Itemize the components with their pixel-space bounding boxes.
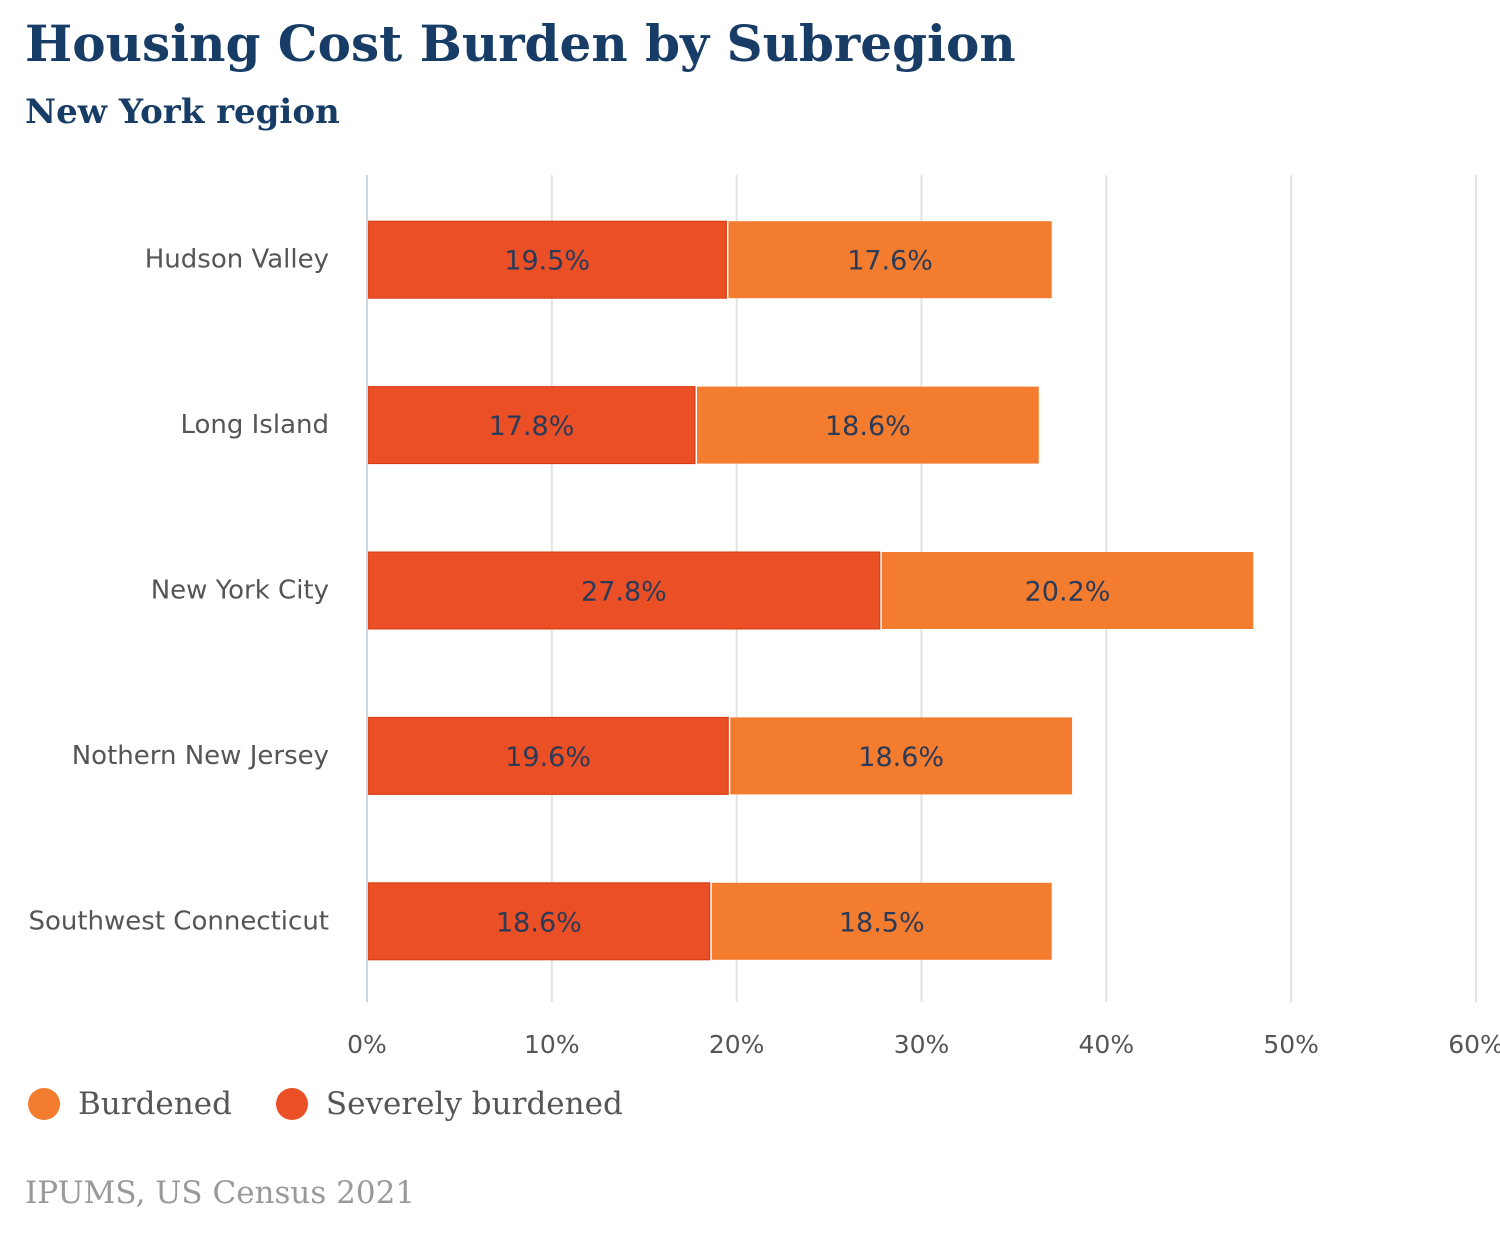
bar-burdened-nothern-new-jersey[interactable]: [730, 717, 1073, 795]
data-label-burdened-long-island: 18.6%: [825, 411, 911, 442]
bar-severely-burdened-long-island[interactable]: [367, 386, 696, 465]
chart-subtitle: New York region: [25, 92, 340, 132]
y-tick-label-long-island: Long Island: [180, 410, 329, 440]
bar-severely-burdened-hudson-valley[interactable]: [367, 220, 727, 299]
x-tick-label: 30%: [894, 1030, 950, 1059]
x-tick-label: 60%: [1448, 1030, 1500, 1059]
chart-title: Housing Cost Burden by Subregion: [25, 14, 1016, 73]
legend-item-burdened[interactable]: Burdened: [28, 1086, 232, 1122]
x-tick-label: 40%: [1079, 1030, 1135, 1059]
bar-burdened-long-island[interactable]: [697, 386, 1039, 464]
legend-item-severely-burdened[interactable]: Severely burdened: [275, 1086, 623, 1122]
legend-dot-burdened: [28, 1088, 60, 1120]
x-tick-label: 0%: [347, 1030, 387, 1059]
bar-burdened-southwest-connecticut[interactable]: [711, 882, 1052, 960]
data-label-severely-burdened-hudson-valley: 19.5%: [504, 246, 590, 277]
bar-severely-burdened-nothern-new-jersey[interactable]: [367, 716, 729, 795]
data-label-severely-burdened-new-york-city: 27.8%: [581, 577, 667, 608]
legend-label-burdened: Burdened: [78, 1086, 232, 1122]
data-label-burdened-southwest-connecticut: 18.5%: [839, 907, 925, 938]
y-tick-label-nothern-new-jersey: Nothern New Jersey: [72, 741, 329, 771]
y-tick-label-new-york-city: New York City: [151, 576, 329, 606]
bar-burdened-new-york-city[interactable]: [881, 552, 1254, 629]
y-tick-label-hudson-valley: Hudson Valley: [145, 245, 329, 275]
legend-dot-severely-burdened: [275, 1088, 308, 1120]
data-label-burdened-nothern-new-jersey: 18.6%: [858, 742, 944, 773]
bar-severely-burdened-new-york-city[interactable]: [367, 551, 881, 630]
bar-severely-burdened-southwest-connecticut[interactable]: [367, 882, 711, 961]
x-tick-label: 50%: [1263, 1030, 1319, 1059]
bars: [367, 220, 1254, 961]
data-label-burdened-hudson-valley: 17.6%: [847, 246, 933, 277]
x-tick-label: 20%: [709, 1030, 765, 1059]
bar-burdened-hudson-valley[interactable]: [728, 221, 1052, 299]
data-label-burdened-new-york-city: 20.2%: [1025, 577, 1111, 608]
y-tick-label-southwest-connecticut: Southwest Connecticut: [28, 906, 329, 936]
x-axis: 0% 10% 20% 30% 40% 50% 60%: [347, 1030, 1500, 1059]
data-label-severely-burdened-nothern-new-jersey: 19.6%: [505, 742, 591, 773]
x-tick-label: 10%: [524, 1030, 580, 1059]
legend: Burdened Severely burdened: [28, 1086, 667, 1122]
data-label-severely-burdened-southwest-connecticut: 18.6%: [496, 907, 582, 938]
y-axis: Hudson Valley Long Island New York City Not…: [28, 175, 368, 1002]
data-label-severely-burdened-long-island: 17.8%: [489, 411, 575, 442]
source-note: IPUMS, US Census 2021: [25, 1175, 416, 1211]
data-labels: 19.5% 17.6% 17.8% 18.6% 27.8% 20.2% 19.6% 18.6%…: [489, 246, 1111, 939]
legend-label-severely-burdened: Severely burdened: [325, 1086, 623, 1122]
